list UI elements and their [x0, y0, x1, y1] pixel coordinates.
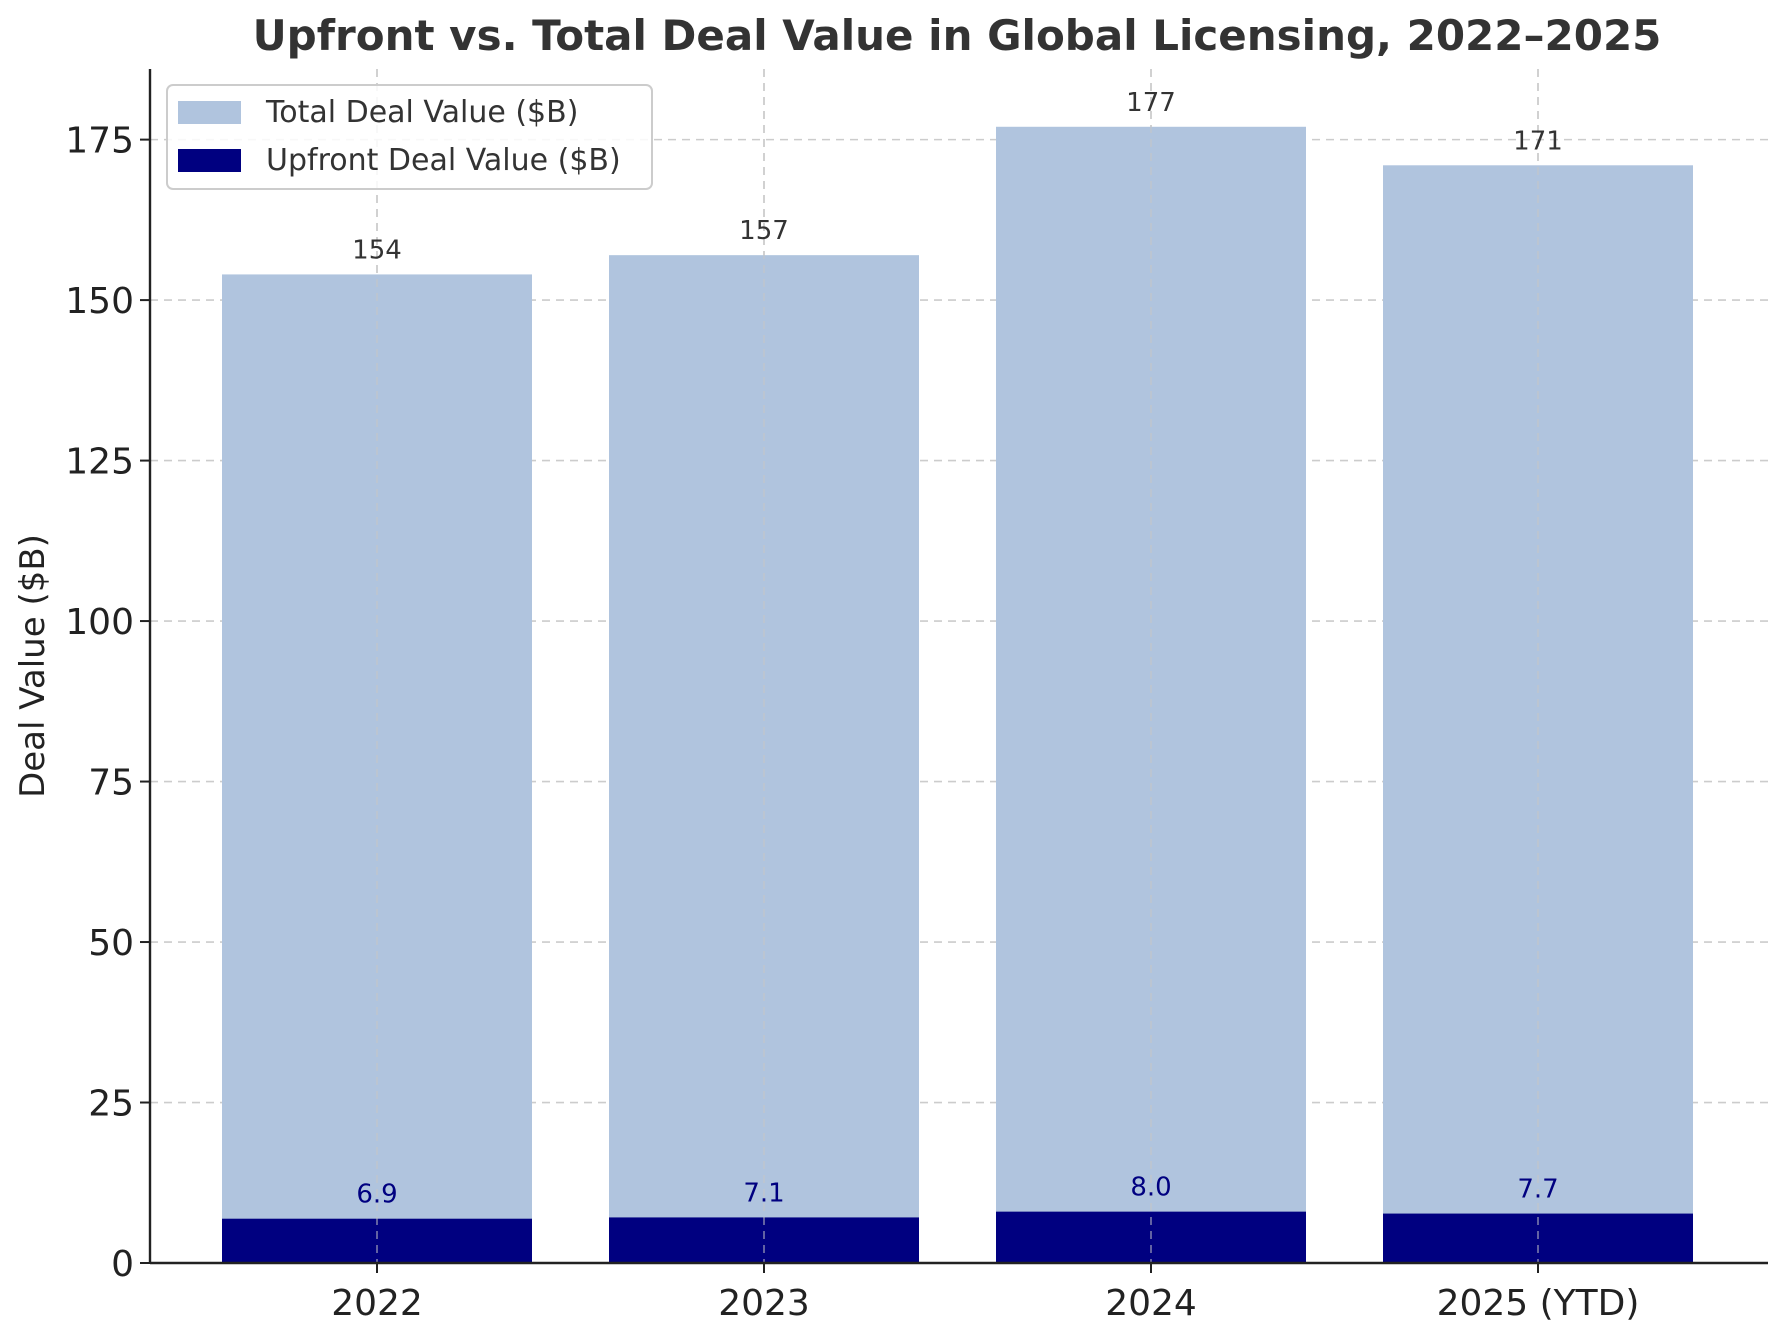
tick-labels: 0 25 50 75 100 125 150 175 2022 2023 2024 2025 (YTD…: [65, 121, 1639, 1322]
value-label-total: 171: [1513, 126, 1563, 156]
x-tick-label: 2025 (YTD): [1437, 1283, 1640, 1322]
y-axis-label: Deal Value ($B): [13, 534, 53, 798]
y-tick-label: 0: [111, 1244, 134, 1285]
legend-swatch-upfront: [178, 149, 241, 172]
legend-label-upfront: Upfront Deal Value ($B): [266, 143, 621, 178]
value-label-total: 177: [1126, 88, 1176, 118]
axes: [148, 69, 1768, 1265]
x-tick-label: 2024: [1105, 1283, 1197, 1322]
legend: Total Deal Value ($B) Upfront Deal Value…: [166, 84, 653, 190]
y-tick-label: 50: [88, 923, 134, 964]
x-tick-label: 2023: [718, 1283, 810, 1322]
legend-label-total: Total Deal Value ($B): [265, 95, 578, 130]
y-tick-label: 25: [88, 1084, 134, 1125]
legend-box: [166, 84, 653, 190]
value-label-upfront: 6.9: [356, 1180, 397, 1210]
chart-title: Upfront vs. Total Deal Value in Global L…: [253, 11, 1662, 60]
value-label-total: 157: [739, 216, 789, 246]
value-label-upfront: 7.1: [743, 1178, 784, 1208]
y-tick-label: 75: [88, 763, 134, 804]
legend-swatch-total: [178, 101, 241, 124]
y-tick-label: 150: [65, 281, 134, 322]
y-tick-label: 100: [65, 602, 134, 643]
y-tick-label: 175: [65, 121, 134, 162]
bar-total: [996, 126, 1306, 1264]
x-tick-label: 2022: [331, 1283, 423, 1322]
value-label-total: 154: [352, 235, 402, 265]
value-label-upfront: 7.7: [1517, 1175, 1558, 1205]
bar-upfront: [609, 1217, 919, 1263]
bar-upfront: [222, 1218, 532, 1263]
y-tick-label: 125: [65, 442, 134, 483]
value-label-upfront: 8.0: [1130, 1173, 1171, 1203]
value-labels: 154 157 177 171 6.9 7.1 8.0 7.7: [352, 88, 1563, 1210]
